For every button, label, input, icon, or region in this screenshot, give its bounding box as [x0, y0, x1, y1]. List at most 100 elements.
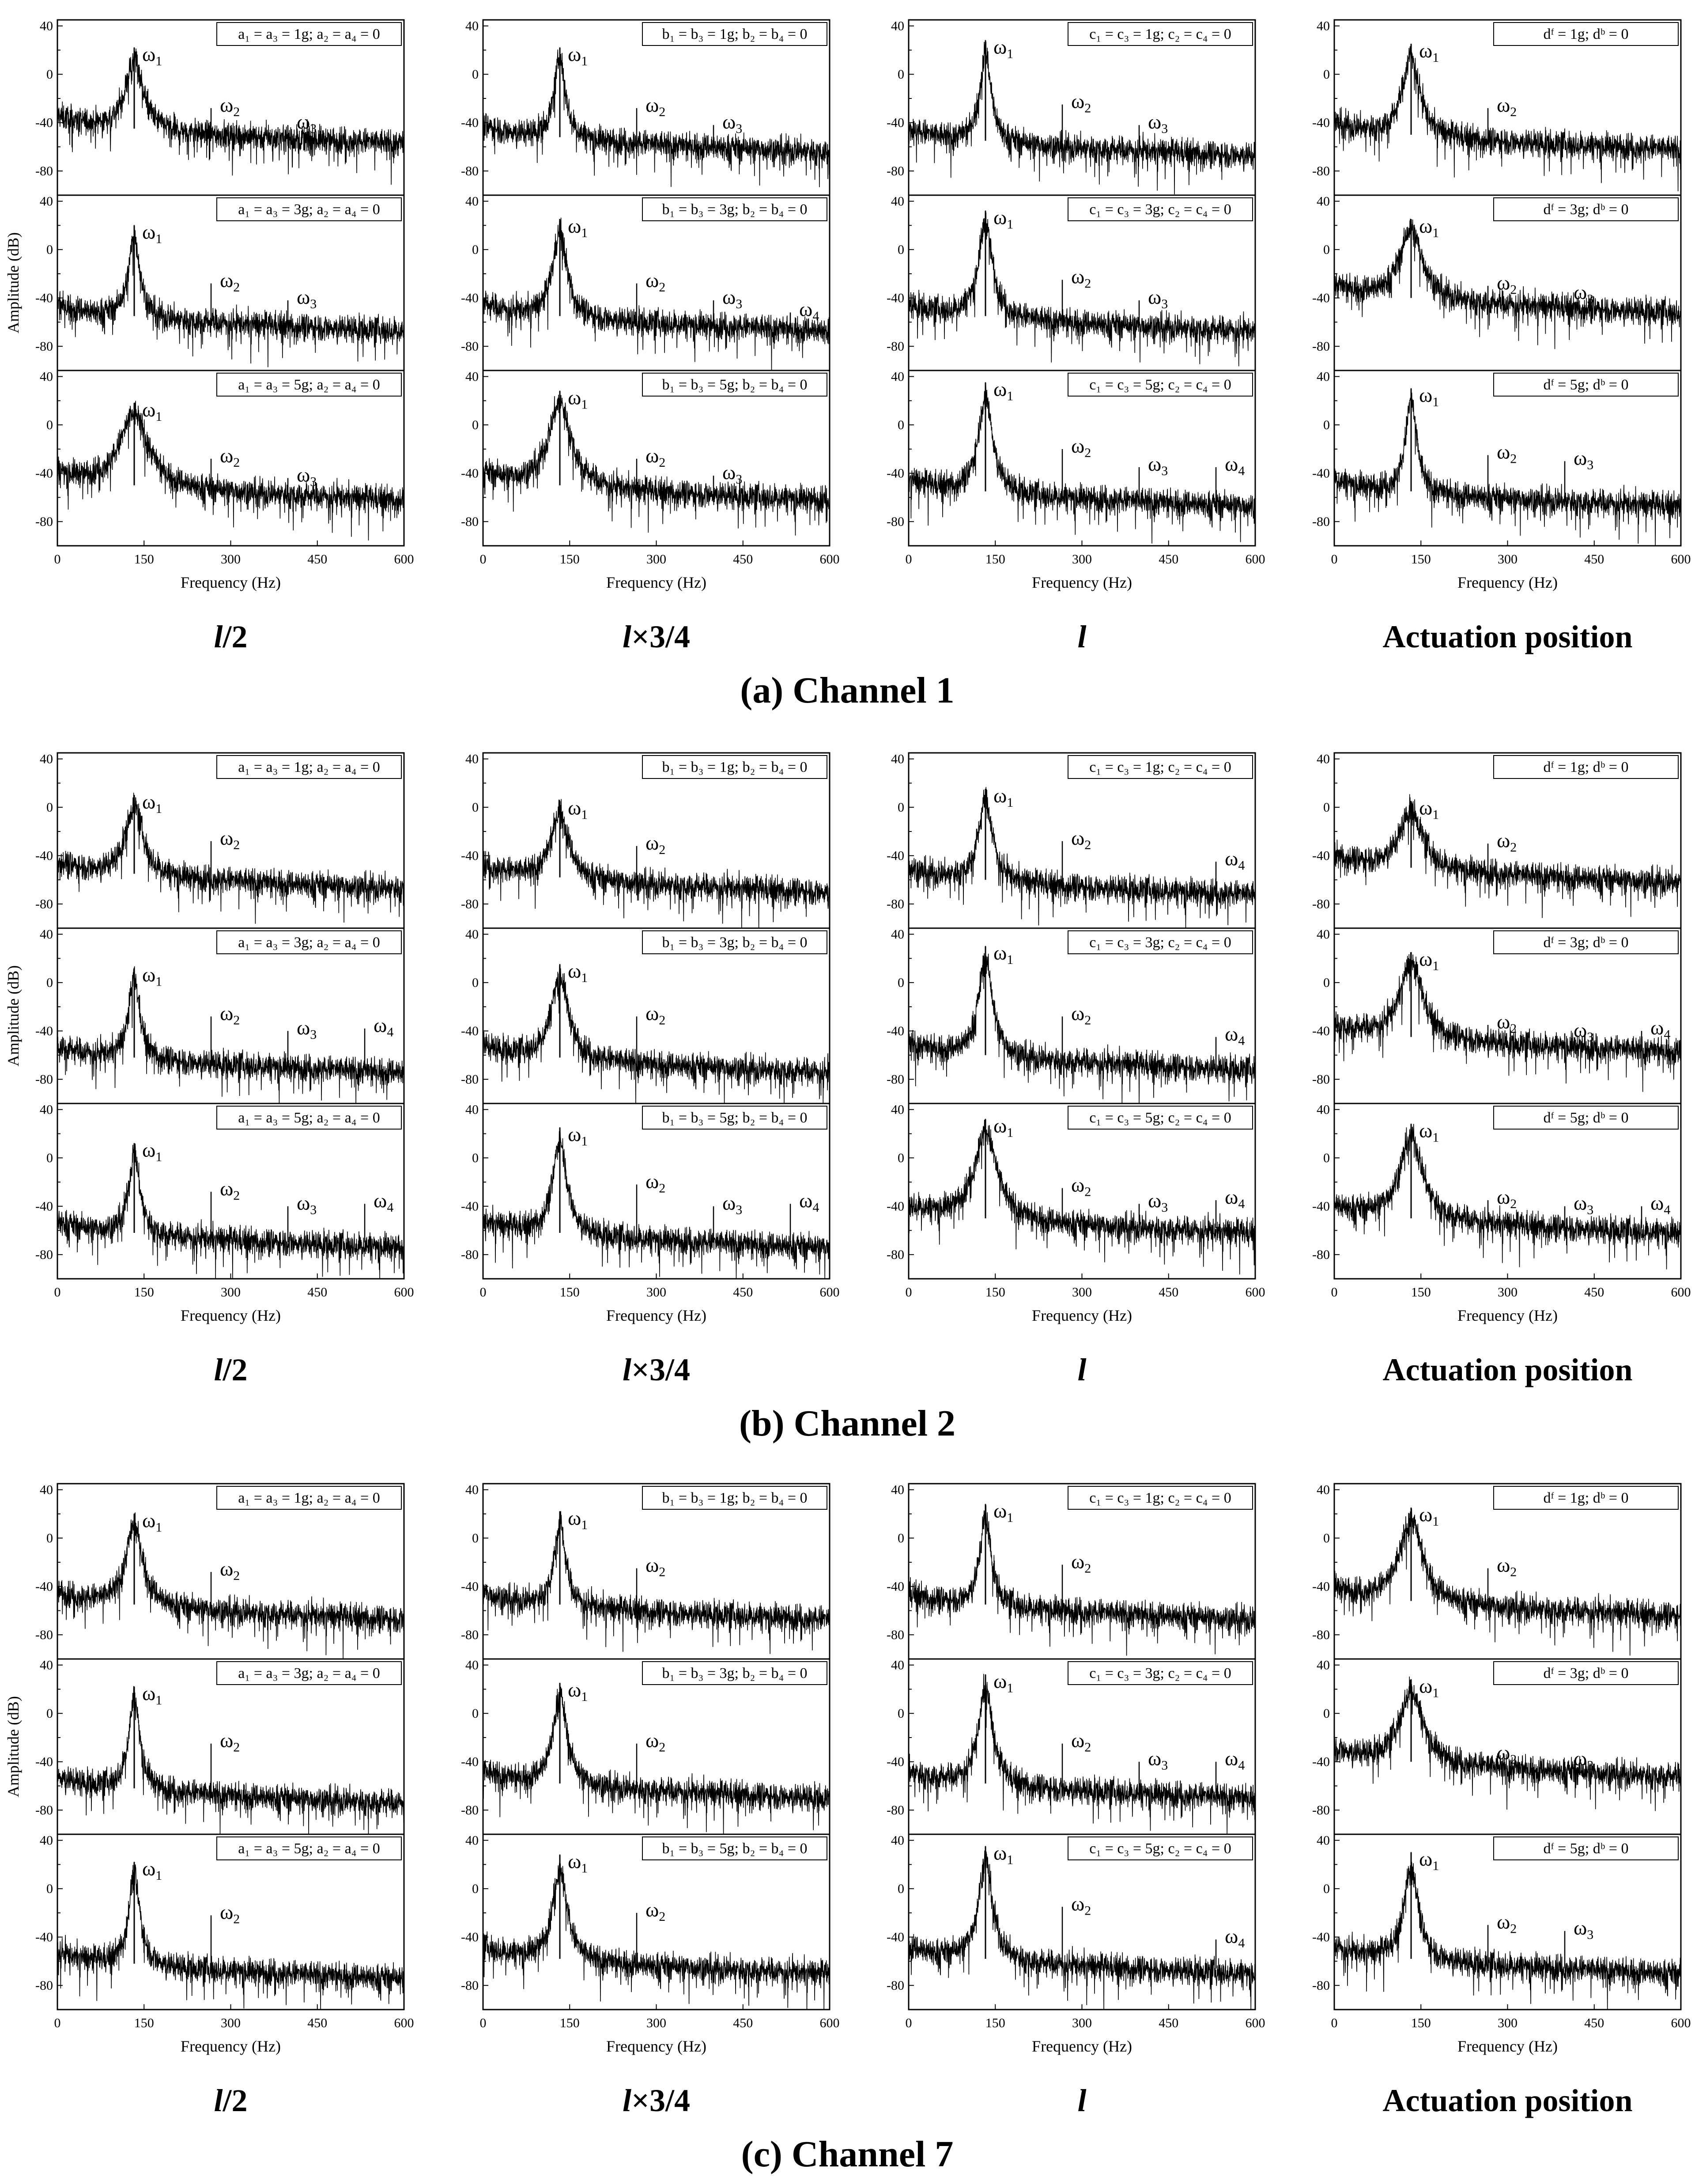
y-tick-label: 0: [1323, 975, 1330, 990]
omega-1-label: ω1: [142, 1682, 162, 1708]
x-tick-label: 450: [307, 1285, 327, 1300]
harmonic-label: ω2: [220, 444, 240, 470]
spectrum-panel: ω1 ω2 ω4 c₁ = c₃ = 5g; c₂ = c₄ = 0 -80 -40 0 40: [887, 1833, 1256, 2010]
spectrum-panel: ω1 ω2 ω3 ω4 b₁ = b₃ = 5g; b₂ = b₄ = 0 -80 -40 0…: [461, 1103, 831, 1280]
legend-text: c₁ = c₃ = 3g; c₂ = c₄ = 0: [1089, 934, 1231, 951]
legend-text: a₁ = a₃ = 3g; a₂ = a₄ = 0: [238, 934, 380, 951]
legend-box: [1493, 1661, 1679, 1685]
y-tick-label: 40: [1317, 370, 1330, 384]
spectrum-trace: [57, 401, 404, 541]
legend-text: dᶠ = 5g; dᵇ = 0: [1544, 1840, 1629, 1857]
spectrum-panel: ω1 ω2 ω3 c₁ = c₃ = 1g; c₂ = c₄ = 0 -80 -40 0 40: [887, 19, 1256, 196]
omega-1-label: ω1: [568, 1678, 588, 1704]
legend-box: [1493, 373, 1679, 397]
harmonic-label: ω3: [1574, 1192, 1593, 1217]
spectrum-panel: ω1 ω2 b₁ = b₃ = 1g; b₂ = b₄ = 0 -80 -40 0 40: [461, 1483, 831, 1660]
column-label: l×3/4: [623, 1352, 690, 1387]
y-tick-label: -40: [1312, 466, 1330, 481]
y-tick-label: 0: [898, 800, 904, 815]
spectrum-panel: ω1 ω2 ω3 a₁ = a₃ = 1g; a₂ = a₄ = 0 -80 -40 0 40: [35, 19, 405, 196]
spectrum-panel: ω1 ω2 ω3 ω4 c₁ = c₃ = 5g; c₂ = c₄ = 0 -80 -40 0…: [887, 370, 1256, 547]
y-tick-label: -40: [461, 466, 479, 481]
x-tick-label: 450: [1584, 1285, 1604, 1300]
x-tick-label: 450: [1159, 552, 1178, 567]
legend-text: a₁ = a₃ = 3g; a₂ = a₄ = 0: [238, 201, 380, 218]
harmonic-label: ω3: [1148, 286, 1168, 311]
panel-frame: [908, 1833, 1256, 2010]
spectrum-trace: [909, 946, 1255, 1103]
y-tick-label: -40: [461, 1579, 479, 1594]
x-tick-label: 600: [394, 2016, 414, 2030]
x-tick-label: 0: [906, 1285, 912, 1300]
harmonic-label: ω2: [646, 831, 665, 857]
x-tick-label: 150: [560, 1285, 580, 1300]
spectrum-panel: ω1 ω2 ω3 dᶠ = 5g; dᵇ = 0 -80 -40 0 40: [1312, 370, 1682, 547]
spectrum-panel: ω1 ω2 ω3 a₁ = a₃ = 3g; a₂ = a₄ = 0 -80 -40 0 40: [35, 194, 405, 371]
spectrum-trace: [909, 1846, 1255, 2010]
y-tick-label: -80: [1312, 514, 1330, 529]
legend-box: [1068, 1486, 1253, 1510]
legend-box: [1493, 1106, 1679, 1130]
harmonic-label: ω4: [799, 298, 819, 324]
y-tick-label: 40: [891, 194, 904, 209]
x-tick-label: 600: [1671, 1285, 1691, 1300]
y-tick-label: -40: [887, 849, 904, 863]
y-tick-label: 0: [46, 975, 53, 990]
legend-box: [216, 1661, 402, 1685]
spectrum-trace: [483, 1683, 830, 1834]
legend-box: [1068, 1836, 1253, 1860]
column-label: l: [1077, 1352, 1086, 1387]
harmonic-label: ω4: [1225, 453, 1245, 478]
y-tick-label: 0: [1323, 67, 1330, 82]
y-tick-label: -80: [461, 1072, 479, 1087]
x-tick-label: 150: [134, 2016, 154, 2030]
legend-box: [1493, 755, 1679, 779]
harmonic-label: ω2: [220, 1177, 240, 1203]
y-tick-label: -80: [35, 1247, 53, 1262]
y-tick-label: 0: [472, 242, 479, 257]
y-tick-label: 40: [40, 752, 53, 767]
y-tick-label: 40: [891, 19, 904, 34]
y-tick-label: 40: [40, 194, 53, 209]
harmonic-label: ω3: [297, 286, 317, 311]
y-tick-label: 40: [1317, 19, 1330, 34]
y-tick-label: -40: [35, 466, 53, 481]
legend-text: c₁ = c₃ = 1g; c₂ = c₄ = 0: [1089, 759, 1231, 775]
spectrum-panel: ω1 ω2 b₁ = b₃ = 3g; b₂ = b₄ = 0 -80 -40 0 40: [461, 927, 831, 1104]
spectrum-trace: [57, 1862, 404, 2010]
y-tick-label: 0: [898, 242, 904, 257]
y-tick-label: 40: [465, 927, 479, 942]
harmonic-label: ω3: [1148, 110, 1168, 136]
x-tick-label: 600: [394, 1285, 414, 1300]
legend-text: dᶠ = 5g; dᵇ = 0: [1544, 1110, 1629, 1126]
x-axis-title: Frequency (Hz): [1032, 574, 1132, 591]
y-tick-label: -40: [887, 291, 904, 306]
spectrum-panel: ω1 ω2 ω3 ω4 dᶠ = 5g; dᵇ = 0 -80 -40 0 40: [1312, 1103, 1682, 1280]
y-tick-label: 40: [1317, 1658, 1330, 1673]
column-label: l/2: [214, 1352, 247, 1387]
legend-box: [216, 1486, 402, 1510]
spectrum-trace: [57, 1512, 404, 1659]
y-tick-label: -80: [887, 1628, 904, 1642]
harmonic-label: ω3: [722, 286, 742, 311]
legend-box: [1068, 197, 1253, 221]
legend-box: [642, 1486, 827, 1510]
spectrum-trace: [483, 799, 830, 928]
omega-1-label: ω1: [142, 1138, 162, 1164]
spectrum-panel: ω1 ω2 ω3 ω4 b₁ = b₃ = 3g; b₂ = b₄ = 0 -80 -40 0…: [461, 194, 831, 371]
spectrum-panel: ω1 ω2 b₁ = b₃ = 1g; b₂ = b₄ = 0 -80 -40 0 40: [461, 752, 831, 929]
omega-1-label: ω1: [1419, 1675, 1439, 1700]
y-tick-label: -40: [35, 849, 53, 863]
spectrum-panel: ω1 ω2 b₁ = b₃ = 3g; b₂ = b₄ = 0 -80 -40 0 40: [461, 1658, 831, 1835]
legend-text: c₁ = c₃ = 5g; c₂ = c₄ = 0: [1089, 377, 1231, 393]
harmonic-label: ω2: [646, 94, 665, 119]
y-tick-label: -80: [35, 164, 53, 178]
x-tick-label: 600: [1246, 2016, 1265, 2030]
x-tick-label: 300: [1072, 2016, 1092, 2030]
legend-text: c₁ = c₃ = 5g; c₂ = c₄ = 0: [1089, 1840, 1231, 1857]
omega-1-label: ω1: [993, 784, 1013, 810]
y-tick-label: -80: [461, 339, 479, 354]
harmonic-label: ω2: [220, 1901, 240, 1926]
harmonic-label: ω3: [1148, 1189, 1168, 1215]
omega-1-label: ω1: [568, 960, 588, 985]
